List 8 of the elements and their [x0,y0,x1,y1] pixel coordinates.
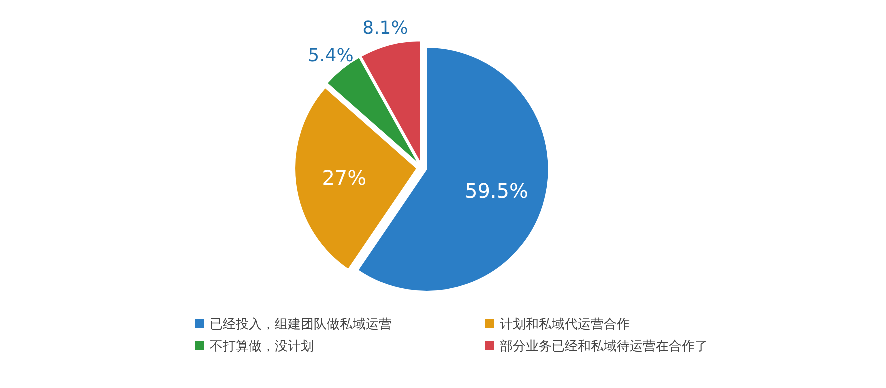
data-label: 8.1% [362,18,408,39]
data-label: 5.4% [308,45,354,66]
data-label: 59.5% [464,178,529,203]
legend-label: 计划和私域代运营合作 [500,318,630,333]
legend-label: 部分业务已经和私域待运营在合作了 [500,340,708,355]
legend-label: 不打算做，没计划 [210,340,314,355]
legend-label: 已经投入，组建团队做私域运营 [210,318,392,333]
data-label: 27% [322,166,367,190]
